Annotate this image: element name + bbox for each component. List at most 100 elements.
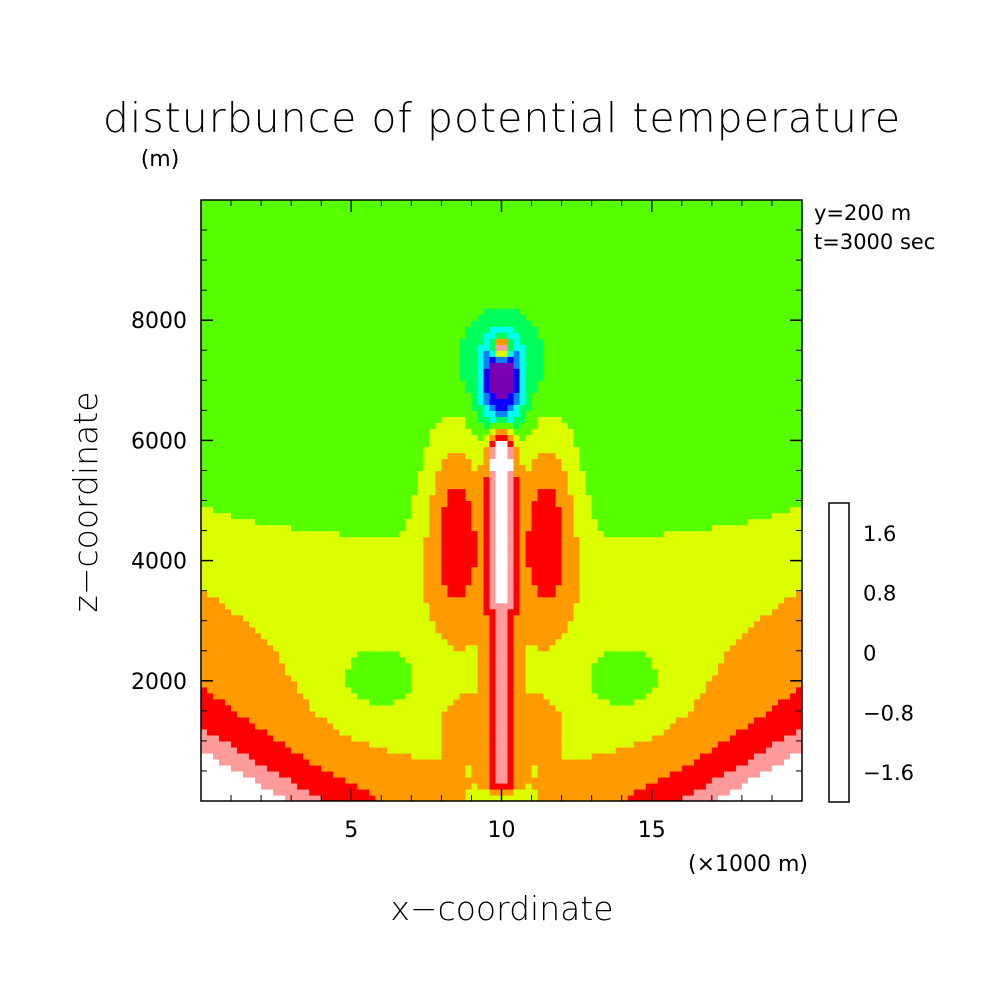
contour-cell xyxy=(465,554,473,562)
contour-cell xyxy=(237,650,244,658)
contour-cell xyxy=(363,674,370,682)
contour-cell xyxy=(675,728,683,736)
contour-cell xyxy=(219,782,226,790)
contour-cell xyxy=(471,698,479,706)
contour-cell xyxy=(333,692,340,700)
contour-cell xyxy=(693,704,701,712)
contour-cell xyxy=(237,536,244,544)
contour-cell xyxy=(291,596,298,604)
contour-cell xyxy=(783,626,791,634)
contour-cell xyxy=(291,572,298,580)
contour-cell xyxy=(675,770,683,778)
contour-cell xyxy=(753,572,761,580)
contour-cell xyxy=(699,566,707,574)
contour-cell xyxy=(777,644,785,652)
contour-cell xyxy=(345,614,352,622)
contour-cell xyxy=(585,632,593,640)
contour-cell xyxy=(705,632,713,640)
contour-cell xyxy=(597,584,605,592)
contour-cell xyxy=(393,602,400,610)
contour-cell xyxy=(327,752,334,760)
contour-cell xyxy=(573,770,581,778)
contour-cell xyxy=(297,680,304,688)
contour-cell xyxy=(297,662,304,670)
contour-cell xyxy=(279,692,286,700)
contour-cell xyxy=(615,680,623,688)
contour-cell xyxy=(777,770,785,778)
contour-cell xyxy=(693,536,701,544)
contour-cell xyxy=(393,752,400,760)
contour-cell xyxy=(213,758,220,766)
contour-cell xyxy=(729,542,737,550)
contour-cell xyxy=(645,626,653,634)
contour-cell xyxy=(549,728,557,736)
contour-cell xyxy=(501,578,509,586)
contour-cell xyxy=(309,680,316,688)
contour-cell xyxy=(585,764,593,772)
contour-cell xyxy=(459,776,467,784)
contour-cell xyxy=(729,632,737,640)
contour-cell xyxy=(351,638,358,646)
contour-cell xyxy=(555,770,563,778)
contour-cell xyxy=(711,578,719,586)
contour-cell xyxy=(765,566,773,574)
contour-cell xyxy=(663,656,671,664)
contour-cell xyxy=(453,776,461,784)
contour-cell xyxy=(453,788,461,796)
contour-cell xyxy=(327,596,334,604)
contour-cell xyxy=(261,584,268,592)
contour-cell xyxy=(465,704,473,712)
contour-cell xyxy=(723,674,731,682)
contour-cell xyxy=(519,722,527,730)
contour-cell xyxy=(435,518,442,526)
contour-cell xyxy=(681,716,689,724)
contour-cell xyxy=(249,638,256,646)
contour-cell xyxy=(357,530,364,538)
contour-cell xyxy=(465,710,473,718)
contour-cell xyxy=(579,626,587,634)
contour-cell xyxy=(657,638,665,646)
contour-cell xyxy=(531,758,539,766)
contour-cell xyxy=(417,710,424,718)
contour-cell xyxy=(567,626,575,634)
contour-cell xyxy=(597,500,605,508)
contour-cell xyxy=(279,512,286,520)
contour-cell xyxy=(657,710,665,718)
contour-cell xyxy=(321,542,328,550)
contour-cell xyxy=(501,512,509,520)
contour-cell xyxy=(507,512,515,520)
contour-cell xyxy=(765,590,773,598)
contour-cell xyxy=(681,764,689,772)
contour-cell xyxy=(543,614,551,622)
contour-cell xyxy=(495,602,503,610)
contour-cell xyxy=(561,716,569,724)
contour-cell xyxy=(441,548,449,556)
contour-cell xyxy=(447,776,455,784)
contour-cell xyxy=(363,506,370,514)
contour-cell xyxy=(549,536,557,544)
contour-cell xyxy=(501,788,509,796)
contour-cell xyxy=(579,542,587,550)
contour-cell xyxy=(567,782,575,790)
contour-cell xyxy=(489,788,497,796)
contour-cell xyxy=(597,572,605,580)
contour-cell xyxy=(735,734,743,742)
contour-cell xyxy=(633,782,641,790)
contour-cell xyxy=(213,740,220,748)
contour-cell xyxy=(633,722,641,730)
contour-cell xyxy=(453,614,461,622)
contour-cell xyxy=(753,590,761,598)
contour-cell xyxy=(489,500,497,508)
contour-cell xyxy=(231,692,238,700)
contour-cell xyxy=(579,566,587,574)
contour-cell xyxy=(363,608,370,616)
contour-cell xyxy=(501,656,509,664)
contour-cell xyxy=(615,770,623,778)
contour-cell xyxy=(225,728,232,736)
contour-cell xyxy=(231,752,238,760)
contour-cell xyxy=(723,542,731,550)
contour-cell xyxy=(651,572,659,580)
contour-cell xyxy=(315,776,322,784)
contour-cell xyxy=(279,554,286,562)
contour-cell xyxy=(705,554,713,562)
